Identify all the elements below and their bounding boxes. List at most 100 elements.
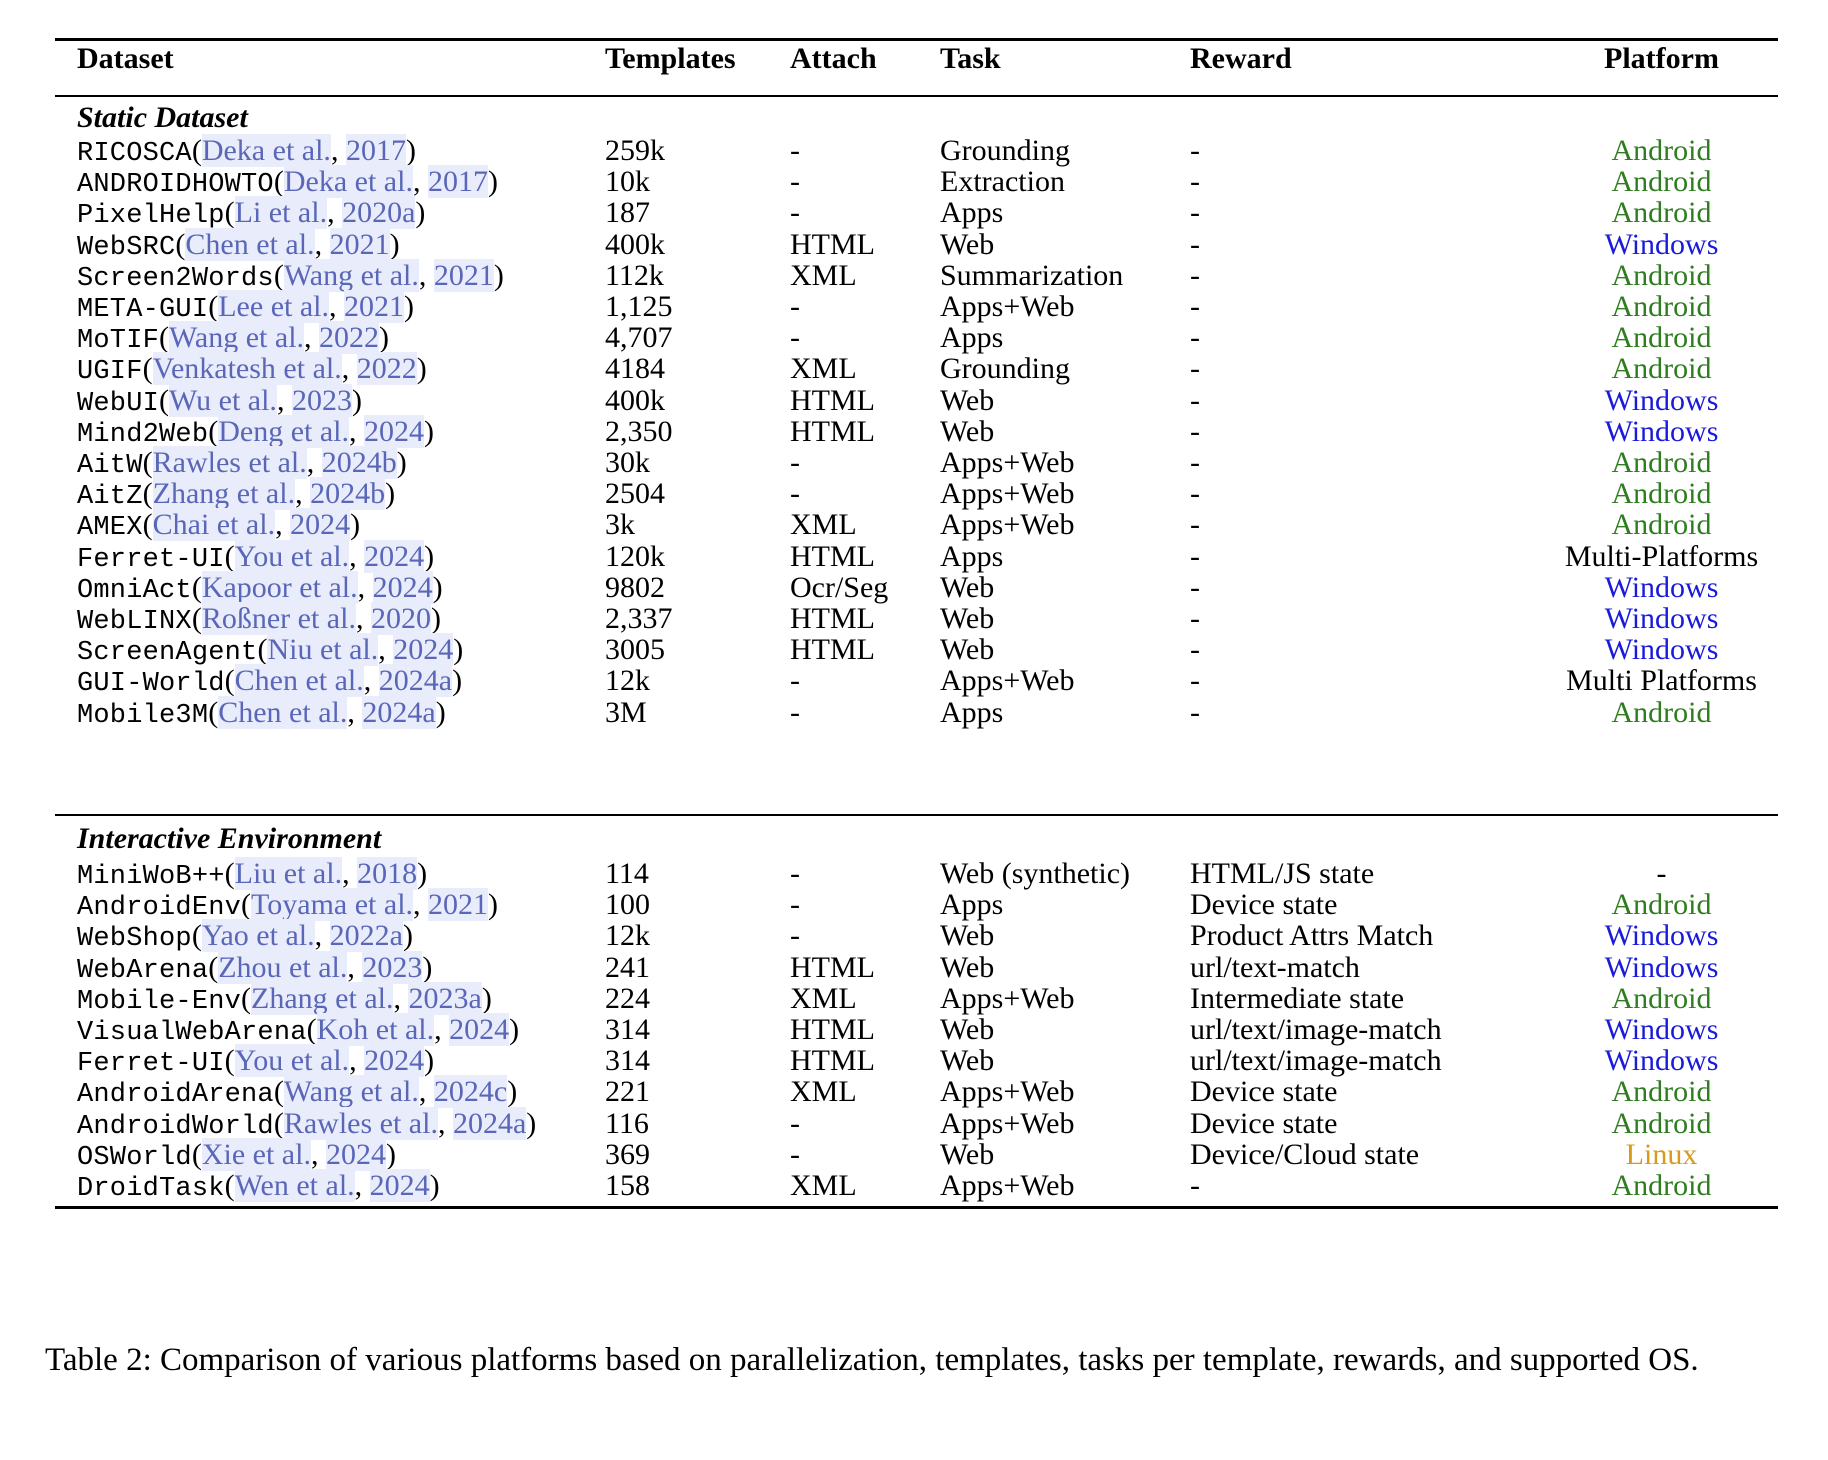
templates-cell: 400k xyxy=(605,227,665,261)
reward-cell: Device/Cloud state xyxy=(1190,1137,1420,1171)
citation-year-link[interactable]: 2024b xyxy=(310,477,386,511)
citation-author-link[interactable]: Deng et al. xyxy=(218,414,350,448)
task-cell: Web xyxy=(940,570,995,604)
dataset-cell: ANDROIDHOWTO(Deka et al., 2017) xyxy=(77,165,498,201)
citation-year-link[interactable]: 2024 xyxy=(290,508,351,542)
citation-author-link[interactable]: Chen et al. xyxy=(234,664,364,698)
task-cell: Web xyxy=(940,1137,995,1171)
citation-author-link[interactable]: Wang et al. xyxy=(169,321,305,355)
citation-year-link[interactable]: 2018 xyxy=(357,857,418,890)
citation-author-link[interactable]: Venkatesh et al. xyxy=(152,352,342,386)
citation-year-link[interactable]: 2020a xyxy=(342,196,416,230)
dataset-cell: OmniAct(Kapoor et al., 2024) xyxy=(77,570,443,606)
citation-year-link[interactable]: 2023 xyxy=(291,383,352,417)
citation-year-link[interactable]: 2023a xyxy=(408,981,482,1015)
dataset-name: AitZ xyxy=(77,482,143,513)
citation-author-link[interactable]: Wen et al. xyxy=(234,1169,355,1202)
table-row: AMEX(Chai et al., 2024) 3k XML Apps+Web - And… xyxy=(55,507,1778,543)
citation-year-link[interactable]: 2023 xyxy=(362,950,423,984)
table-row: AitZ(Zhang et al., 2024b) 2504 - Apps+Web - A… xyxy=(55,476,1778,512)
table-row: DroidTask(Wen et al., 2024) 158 XML Apps+We… xyxy=(55,1168,1778,1204)
citation-author-link[interactable]: Zhang et al. xyxy=(251,981,394,1015)
dataset-name: AMEX xyxy=(77,513,143,544)
dataset-cell: WebShop(Yao et al., 2022a) xyxy=(77,919,413,955)
citation-year-link[interactable]: 2024 xyxy=(364,1044,425,1078)
citation-author-link[interactable]: Kapoor et al. xyxy=(201,570,358,604)
citation-author-link[interactable]: Wang et al. xyxy=(283,1075,419,1109)
citation-year-link[interactable]: 2024 xyxy=(325,1137,386,1171)
dataset-cell: MiniWoB++(Liu et al., 2018) xyxy=(77,857,428,892)
templates-cell: 12k xyxy=(605,919,650,953)
templates-cell: 314 xyxy=(605,1013,650,1046)
citation-year-link[interactable]: 2022a xyxy=(329,919,403,953)
attach-cell: Ocr/Seg xyxy=(790,570,889,604)
citation-year-link[interactable]: 2017 xyxy=(345,134,406,167)
citation-year-link[interactable]: 2024b xyxy=(321,446,397,479)
templates-cell: 120k xyxy=(605,539,665,573)
platform-cell: Windows xyxy=(1604,1044,1719,1078)
citation-year-link[interactable]: 2024 xyxy=(393,633,454,667)
citation-author-link[interactable]: Wang et al. xyxy=(283,258,419,292)
citation-author-link[interactable]: Rawles et al. xyxy=(283,1106,438,1140)
citation-author-link[interactable]: Rawles et al. xyxy=(152,446,307,479)
citation-author-link[interactable]: Xie et al. xyxy=(201,1137,311,1171)
attach-cell: - xyxy=(790,134,800,167)
citation-author-link[interactable]: Li et al. xyxy=(234,196,328,230)
citation-author-link[interactable]: Chai et al. xyxy=(152,508,276,542)
dataset-name: Ferret-UI xyxy=(77,544,225,575)
citation-author-link[interactable]: Niu et al. xyxy=(267,633,379,667)
task-cell: Apps+Web xyxy=(940,1106,1075,1140)
citation-author-link[interactable]: You et al. xyxy=(234,539,350,573)
citation-author-link[interactable]: Roßner et al. xyxy=(201,602,356,635)
header-templates: Templates xyxy=(605,42,736,75)
citation-author-link[interactable]: Deka et al. xyxy=(283,165,413,199)
citation-author-link[interactable]: Chen et al. xyxy=(218,695,348,729)
platform-cell: Android xyxy=(1611,1106,1712,1140)
task-cell: Grounding xyxy=(940,352,1070,386)
citation-year-link[interactable]: 2017 xyxy=(427,165,488,199)
task-cell: Apps+Web xyxy=(940,981,1075,1015)
citation-author-link[interactable]: Chen et al. xyxy=(185,227,315,261)
citation-year-link[interactable]: 2024a xyxy=(452,1106,527,1140)
citation-year-link[interactable]: 2024a xyxy=(362,695,436,729)
platform-cell: Windows xyxy=(1604,414,1719,448)
reward-cell: - xyxy=(1190,414,1200,448)
citation-year-link[interactable]: 2024c xyxy=(433,1075,508,1109)
reward-cell: Device state xyxy=(1190,888,1338,922)
citation-author-link[interactable]: Deka et al. xyxy=(201,134,331,167)
dataset-name: MoTIF xyxy=(77,326,160,357)
citation-year-link[interactable]: 2022 xyxy=(319,321,380,355)
platform-cell: Windows xyxy=(1604,602,1719,635)
citation-author-link[interactable]: Zhou et al. xyxy=(218,950,348,984)
citation-author-link[interactable]: Liu et al. xyxy=(234,857,343,890)
citation-year-link[interactable]: 2021 xyxy=(428,888,489,922)
citation-year-link[interactable]: 2021 xyxy=(433,258,494,292)
citation-year-link[interactable]: 2024 xyxy=(449,1013,510,1046)
attach-cell: - xyxy=(790,477,800,511)
dataset-cell: RICOSCA(Deka et al., 2017) xyxy=(77,134,416,169)
citation-author-link[interactable]: Yao et al. xyxy=(201,919,315,953)
citation-year-link[interactable]: 2024 xyxy=(364,539,425,573)
dataset-cell: Mobile3M(Chen et al., 2024a) xyxy=(77,695,446,731)
citation-year-link[interactable]: 2024 xyxy=(372,570,433,604)
citation-author-link[interactable]: Koh et al. xyxy=(316,1013,435,1046)
citation-year-link[interactable]: 2022 xyxy=(356,352,417,386)
task-cell: Apps+Web xyxy=(940,446,1075,479)
citation-author-link[interactable]: Zhang et al. xyxy=(152,477,296,511)
reward-cell: - xyxy=(1190,664,1200,698)
citation-year-link[interactable]: 2024a xyxy=(378,664,453,698)
citation-author-link[interactable]: Toyama et al. xyxy=(251,888,414,922)
citation-year-link[interactable]: 2021 xyxy=(344,290,404,323)
citation-year-link[interactable]: 2024 xyxy=(364,414,425,448)
attach-cell: XML xyxy=(790,258,857,292)
citation-year-link[interactable]: 2024 xyxy=(369,1169,430,1202)
citation-author-link[interactable]: Lee et al. xyxy=(218,290,329,323)
templates-cell: 314 xyxy=(605,1044,650,1078)
table-row: AitW(Rawles et al., 2024b) 30k - Apps+Web - A… xyxy=(55,445,1778,481)
platform-cell: Multi-Platforms xyxy=(1564,539,1759,573)
header-attach: Attach xyxy=(790,42,877,75)
citation-year-link[interactable]: 2020 xyxy=(370,602,431,635)
citation-author-link[interactable]: You et al. xyxy=(234,1044,350,1078)
citation-year-link[interactable]: 2021 xyxy=(329,227,390,261)
citation-author-link[interactable]: Wu et al. xyxy=(169,383,277,417)
